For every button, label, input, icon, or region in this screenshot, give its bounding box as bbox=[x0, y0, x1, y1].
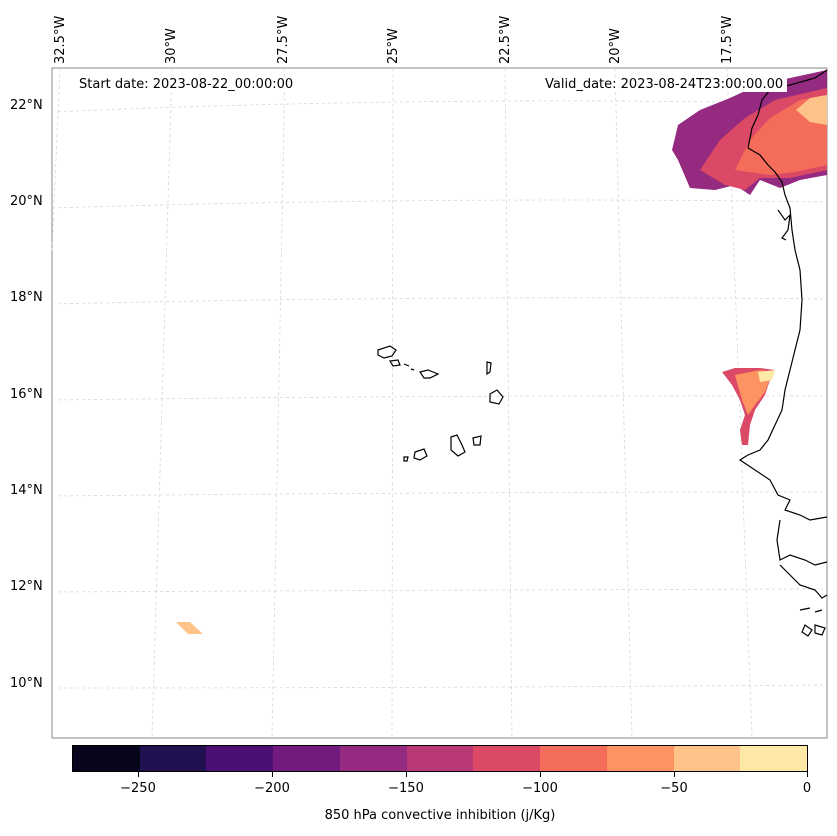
contour-region-north-warm bbox=[796, 95, 827, 125]
african-coastline bbox=[738, 69, 828, 521]
island-santiago bbox=[450, 434, 466, 457]
island-santo-antao bbox=[377, 345, 397, 359]
lat-label-10n: 10°N bbox=[10, 676, 43, 691]
colorbar-tick-label: −150 bbox=[388, 781, 424, 796]
colorbar-tick-label: −200 bbox=[254, 781, 290, 796]
start-date-label: Start date: 2023-08-22_00:00:00 bbox=[75, 77, 298, 92]
colorbar-segment bbox=[473, 746, 541, 771]
lat-label-22n: 22°N bbox=[10, 98, 43, 113]
gridlines bbox=[51, 67, 828, 739]
island-fogo bbox=[413, 448, 428, 461]
island-sal bbox=[486, 361, 492, 376]
colorbar-segment bbox=[540, 746, 607, 771]
colorbar-tick bbox=[406, 772, 407, 777]
colorbar-segment bbox=[740, 746, 808, 771]
contour-region-south bbox=[176, 622, 203, 634]
colorbar-segment bbox=[139, 746, 207, 771]
colorbar bbox=[72, 745, 808, 772]
cin-contours bbox=[176, 70, 827, 634]
colorbar-segment bbox=[673, 746, 741, 771]
contour-region-mid-warm bbox=[758, 370, 775, 382]
colorbar-segment bbox=[406, 746, 474, 771]
lon-label-22-5w: 22.5°W bbox=[498, 15, 513, 64]
colorbar-tick bbox=[807, 772, 808, 777]
colorbar-segment bbox=[73, 746, 140, 771]
colorbar-tick-label: −250 bbox=[120, 781, 156, 796]
colorbar-segment bbox=[339, 746, 407, 771]
colorbar-tick bbox=[674, 772, 675, 777]
island-brava bbox=[403, 456, 409, 462]
lat-label-16n: 16°N bbox=[10, 387, 43, 402]
bijagos-islands bbox=[799, 607, 826, 637]
lat-label-14n: 14°N bbox=[10, 483, 43, 498]
lat-label-12n: 12°N bbox=[10, 579, 43, 594]
colorbar-tick-label: −50 bbox=[660, 781, 688, 796]
island-sao-nicolau bbox=[419, 369, 440, 379]
colorbar-tick-label: 0 bbox=[802, 781, 812, 796]
lon-label-20w: 20°W bbox=[608, 28, 623, 64]
colorbar-segment bbox=[273, 746, 340, 771]
island-santa-luzia bbox=[403, 363, 415, 371]
bay-outline bbox=[777, 209, 791, 241]
map-frame bbox=[51, 67, 828, 739]
colorbar-tick-label: −100 bbox=[522, 781, 558, 796]
colorbar-tick bbox=[540, 772, 541, 777]
lon-label-30w: 30°W bbox=[164, 28, 179, 64]
gambia-coast bbox=[776, 519, 828, 566]
island-boa-vista bbox=[489, 389, 504, 405]
coastlines bbox=[377, 69, 828, 637]
guinea-coast bbox=[779, 564, 828, 599]
colorbar-tick bbox=[272, 772, 273, 777]
lat-label-20n: 20°N bbox=[10, 194, 43, 209]
colorbar-label: 850 hPa convective inhibition (j/Kg) bbox=[324, 808, 556, 823]
lon-label-27-5w: 27.5°W bbox=[276, 15, 291, 64]
colorbar-tick bbox=[138, 772, 139, 777]
lon-label-32-5w: 32.5°W bbox=[53, 15, 68, 64]
colorbar-segment bbox=[206, 746, 274, 771]
island-sao-vicente bbox=[389, 359, 401, 367]
lon-label-25w: 25°W bbox=[386, 28, 401, 64]
colorbar-segment bbox=[606, 746, 674, 771]
island-maio bbox=[472, 435, 482, 446]
lat-label-18n: 18°N bbox=[10, 290, 43, 305]
lon-label-17-5w: 17.5°W bbox=[720, 15, 735, 64]
valid-date-label: Valid_date: 2023-08-24T23:00:00.00 bbox=[541, 77, 788, 92]
